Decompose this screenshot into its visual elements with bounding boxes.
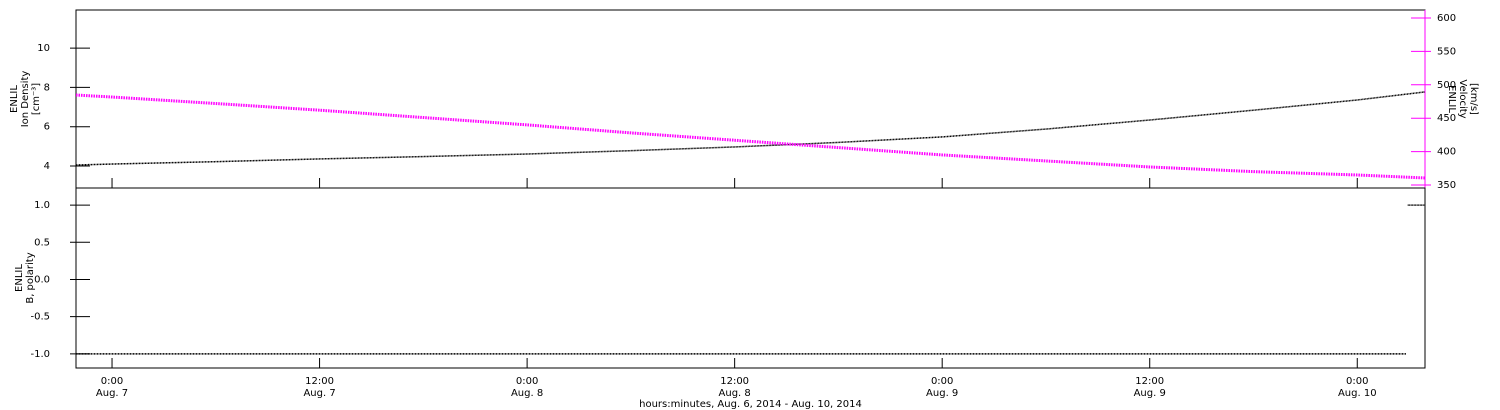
- y-axis-label: B, polarity: [25, 252, 36, 303]
- x-tick-date: Aug. 7: [96, 388, 128, 399]
- y2-axis-label: Velocity: [1457, 79, 1468, 118]
- x-tick-label: 12:00: [720, 376, 749, 387]
- y2-tick-label: 400: [1437, 147, 1456, 158]
- y-tick-label: 6: [44, 122, 50, 133]
- y2-tick-label: 450: [1437, 113, 1456, 124]
- x-tick-label: 0:00: [516, 376, 538, 387]
- y-axis-label: [cm⁻³]: [31, 83, 42, 115]
- y-tick-label: 4: [44, 161, 50, 172]
- y2-tick-label: 600: [1437, 13, 1456, 24]
- x-tick-date: Aug. 7: [303, 388, 335, 399]
- x-tick-label: 0:00: [1346, 376, 1368, 387]
- y-tick-label: 0.5: [34, 237, 50, 248]
- data-line: [75, 93, 1426, 180]
- x-tick-label: 0:00: [101, 376, 123, 387]
- y-tick-label: 8: [44, 82, 50, 93]
- x-tick-date: Aug. 10: [1338, 388, 1377, 399]
- x-tick-label: 12:00: [1135, 376, 1164, 387]
- x-tick-label: 0:00: [931, 376, 953, 387]
- y2-tick-label: 550: [1437, 46, 1456, 57]
- x-tick-date: Aug. 8: [719, 388, 751, 399]
- data-line: [75, 91, 1426, 166]
- y-tick-label: 1.0: [34, 200, 50, 211]
- x-tick-label: 12:00: [305, 376, 334, 387]
- y2-tick-label: 500: [1437, 80, 1456, 91]
- y-axis-label: Ion Density: [20, 71, 31, 128]
- plot-frame: [75, 9, 1426, 189]
- x-axis-label: hours:minutes, Aug. 6, 2014 - Aug. 10, 2…: [639, 399, 862, 410]
- y-tick-label: -0.5: [30, 312, 50, 323]
- y-axis-label: ENLIL: [9, 85, 20, 113]
- y2-tick-label: 350: [1437, 180, 1456, 191]
- x-tick-date: Aug. 8: [511, 388, 543, 399]
- x-tick-date: Aug. 9: [926, 388, 958, 399]
- y-tick-label: 10: [37, 43, 50, 54]
- y2-axis-label: ENLIL: [1446, 85, 1457, 113]
- y-tick-label: -1.0: [30, 349, 50, 360]
- x-tick-date: Aug. 9: [1134, 388, 1166, 399]
- y-axis-label: ENLIL: [14, 264, 25, 292]
- plot-frame: [75, 187, 1426, 369]
- y-tick-label: 0.0: [34, 274, 50, 285]
- y2-axis-label: [km/s]: [1468, 83, 1479, 115]
